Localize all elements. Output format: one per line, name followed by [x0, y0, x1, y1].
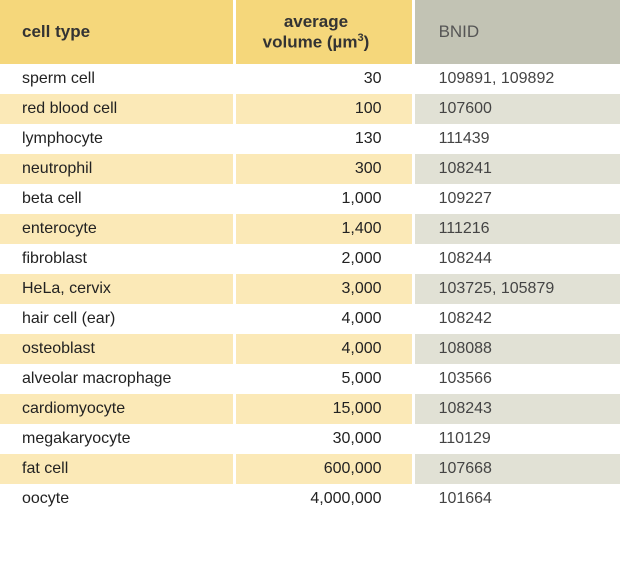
volume-value: 5,000 [235, 364, 413, 394]
table-row: neutrophil300108241 [0, 154, 620, 184]
table-row: cardiomyocyte15,000108243 [0, 394, 620, 424]
volume-value: 4,000,000 [235, 484, 413, 514]
volume-value: 15,000 [235, 394, 413, 424]
table-row: red blood cell100107600 [0, 94, 620, 124]
header-volume: average volume (µm3) [235, 0, 413, 64]
cell-type-value: sperm cell [0, 64, 235, 94]
table-header-row: cell type average volume (µm3) BNID [0, 0, 620, 64]
cell-volume-table: cell type average volume (µm3) BNID sper… [0, 0, 620, 514]
bnid-value: 110129 [413, 424, 620, 454]
header-volume-line2-suffix: ) [364, 32, 370, 51]
cell-type-value: beta cell [0, 184, 235, 214]
bnid-value: 111439 [413, 124, 620, 154]
bnid-value: 108242 [413, 304, 620, 334]
bnid-value: 108088 [413, 334, 620, 364]
cell-type-value: enterocyte [0, 214, 235, 244]
cell-type-value: lymphocyte [0, 124, 235, 154]
header-volume-line2-prefix: volume (µm [263, 32, 358, 51]
volume-value: 130 [235, 124, 413, 154]
bnid-value: 108241 [413, 154, 620, 184]
cell-type-value: osteoblast [0, 334, 235, 364]
bnid-value: 107668 [413, 454, 620, 484]
header-volume-line1: average [284, 12, 348, 31]
table-row: alveolar macrophage5,000103566 [0, 364, 620, 394]
header-cell-type: cell type [0, 0, 235, 64]
cell-type-value: megakaryocyte [0, 424, 235, 454]
table-body: sperm cell30109891, 109892red blood cell… [0, 64, 620, 514]
cell-type-value: fat cell [0, 454, 235, 484]
bnid-value: 107600 [413, 94, 620, 124]
volume-value: 2,000 [235, 244, 413, 274]
bnid-value: 109227 [413, 184, 620, 214]
volume-value: 30,000 [235, 424, 413, 454]
volume-value: 30 [235, 64, 413, 94]
volume-value: 100 [235, 94, 413, 124]
table-row: beta cell1,000109227 [0, 184, 620, 214]
table-row: oocyte4,000,000101664 [0, 484, 620, 514]
volume-value: 300 [235, 154, 413, 184]
table-row: osteoblast4,000108088 [0, 334, 620, 364]
table-row: megakaryocyte30,000110129 [0, 424, 620, 454]
header-bnid: BNID [413, 0, 620, 64]
bnid-value: 108244 [413, 244, 620, 274]
table-row: HeLa, cervix3,000103725, 105879 [0, 274, 620, 304]
volume-value: 1,000 [235, 184, 413, 214]
cell-type-value: hair cell (ear) [0, 304, 235, 334]
table-row: sperm cell30109891, 109892 [0, 64, 620, 94]
volume-value: 600,000 [235, 454, 413, 484]
volume-value: 4,000 [235, 334, 413, 364]
cell-type-value: fibroblast [0, 244, 235, 274]
cell-type-value: neutrophil [0, 154, 235, 184]
table-row: fibroblast2,000108244 [0, 244, 620, 274]
table-row: enterocyte1,400111216 [0, 214, 620, 244]
cell-type-value: red blood cell [0, 94, 235, 124]
bnid-value: 109891, 109892 [413, 64, 620, 94]
volume-value: 3,000 [235, 274, 413, 304]
bnid-value: 108243 [413, 394, 620, 424]
bnid-value: 103725, 105879 [413, 274, 620, 304]
cell-type-value: oocyte [0, 484, 235, 514]
table-row: hair cell (ear)4,000108242 [0, 304, 620, 334]
volume-value: 1,400 [235, 214, 413, 244]
cell-type-value: cardiomyocyte [0, 394, 235, 424]
volume-value: 4,000 [235, 304, 413, 334]
bnid-value: 111216 [413, 214, 620, 244]
bnid-value: 101664 [413, 484, 620, 514]
cell-type-value: alveolar macrophage [0, 364, 235, 394]
table-row: lymphocyte130111439 [0, 124, 620, 154]
cell-type-value: HeLa, cervix [0, 274, 235, 304]
bnid-value: 103566 [413, 364, 620, 394]
table-row: fat cell600,000107668 [0, 454, 620, 484]
